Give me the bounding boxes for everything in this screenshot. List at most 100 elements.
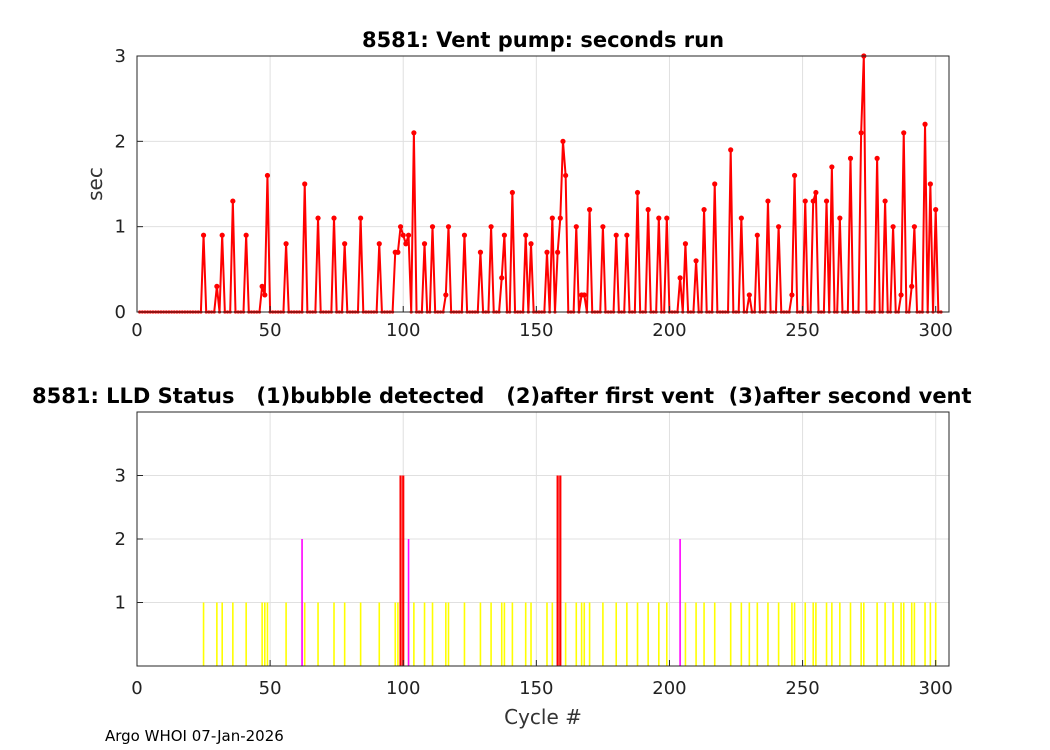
pump-point	[765, 198, 771, 204]
pump-point	[549, 215, 555, 221]
pump-point	[682, 241, 689, 247]
bottom-x-tick-label: 100	[386, 678, 420, 699]
pump-point	[656, 215, 662, 221]
pump-point	[810, 198, 816, 204]
pump-point	[528, 241, 534, 247]
pump-point	[219, 232, 225, 238]
pump-point	[400, 232, 406, 238]
pump-point	[754, 232, 760, 238]
pump-point	[264, 172, 271, 179]
pump-point	[230, 198, 236, 204]
plot-bottom: 0 50 100 150 200 250 300 1 2 3 8581: LLD Status (…	[32, 384, 972, 729]
pump-point	[403, 241, 409, 247]
pump-point	[262, 292, 268, 298]
pump-point	[342, 241, 348, 247]
bottom-x-tick-label: 250	[785, 678, 819, 699]
pump-point	[645, 207, 651, 213]
pump-point	[499, 275, 505, 281]
bottom-x-tick-label: 50	[259, 678, 282, 699]
pump-point	[443, 292, 449, 298]
pump-point	[933, 207, 939, 213]
pump-point	[560, 138, 566, 144]
pump-point	[397, 224, 404, 230]
pump-point	[728, 147, 734, 153]
pump-point	[882, 198, 888, 204]
pump-point	[395, 249, 401, 255]
pump-point	[581, 292, 587, 298]
bottom-x-tick-label: 150	[519, 678, 553, 699]
top-y-tick-label: 1	[115, 217, 126, 238]
pump-point	[789, 292, 795, 298]
pump-point	[701, 207, 707, 213]
pump-point	[544, 249, 550, 255]
pump-point	[829, 164, 835, 170]
pump-point	[563, 172, 569, 179]
top-x-tick-label: 0	[131, 320, 142, 341]
pump-point	[445, 224, 452, 230]
pump-point	[890, 224, 896, 230]
top-x-tick-label: 300	[919, 320, 953, 341]
top-x-tick-label: 250	[785, 320, 819, 341]
pump-point	[813, 189, 819, 196]
pump-point	[624, 232, 630, 238]
top-chart-title: 8581: Vent pump: seconds run	[362, 28, 724, 52]
top-x-tick-label: 100	[386, 320, 420, 341]
pump-point	[429, 224, 436, 230]
pump-point	[823, 198, 830, 204]
pump-point	[677, 275, 683, 281]
pump-point	[776, 224, 782, 230]
bottom-y-tick-label: 1	[115, 593, 126, 614]
pump-point	[488, 224, 494, 230]
pump-point	[557, 215, 563, 221]
pump-point	[898, 292, 904, 298]
top-x-tick-label: 150	[519, 320, 553, 341]
top-ticks: 0 50 100 150 200 250 300 0 1 2 3	[115, 46, 953, 341]
top-marks	[138, 53, 943, 314]
pump-point	[573, 224, 579, 230]
pump-point	[802, 198, 808, 204]
pump-point	[712, 181, 718, 187]
pump-point	[901, 130, 907, 136]
top-x-tick-label: 200	[652, 320, 686, 341]
pump-point	[315, 215, 321, 221]
bottom-x-tick-label: 200	[652, 678, 686, 699]
pump-point	[243, 232, 249, 238]
pump-point	[411, 130, 417, 136]
pump-point	[421, 241, 428, 247]
pump-point	[509, 189, 515, 196]
pump-point	[911, 224, 917, 230]
top-x-tick-label: 50	[259, 320, 282, 341]
top-y-tick-label: 0	[115, 302, 126, 323]
pump-point	[922, 121, 928, 127]
bottom-x-tick-label: 300	[919, 678, 953, 699]
pump-point	[927, 181, 933, 187]
pump-point	[523, 232, 529, 238]
pump-point	[874, 155, 880, 161]
pump-point	[501, 232, 507, 238]
plot-top: 0 50 100 150 200 250 300 0 1 2 3 8581: Vent pump: …	[83, 28, 953, 341]
pump-point	[738, 215, 744, 221]
pump-point	[613, 232, 619, 238]
pump-point	[477, 249, 484, 255]
pump-point	[746, 292, 752, 298]
pump-point	[791, 172, 798, 179]
bottom-y-tick-label: 3	[115, 466, 126, 487]
bottom-marks	[202, 475, 937, 666]
pump-series-line	[139, 55, 942, 313]
pump-point	[358, 215, 364, 221]
top-y-axis-label: sec	[83, 167, 107, 201]
pump-point	[847, 155, 854, 161]
pump-point	[302, 181, 308, 187]
pump-point	[693, 258, 699, 264]
bottom-ticks: 0 50 100 150 200 250 300 1 2 3	[115, 466, 953, 700]
top-y-tick-label: 2	[115, 131, 126, 152]
pump-point	[376, 241, 382, 247]
pump-point	[331, 215, 337, 221]
bottom-y-tick-label: 2	[115, 529, 126, 550]
pump-point	[555, 249, 561, 255]
bottom-x-axis-label: Cycle #	[504, 705, 582, 729]
pump-point	[283, 241, 289, 247]
top-grid	[137, 55, 949, 312]
pump-point	[837, 215, 843, 221]
